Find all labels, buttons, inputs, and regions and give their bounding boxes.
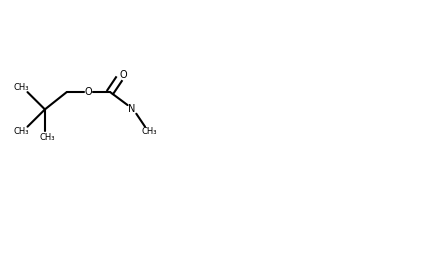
Text: O: O <box>85 87 92 97</box>
Text: CH₃: CH₃ <box>13 83 29 92</box>
Text: O: O <box>120 70 127 80</box>
Text: CH₃: CH₃ <box>13 127 29 135</box>
Text: CH₃: CH₃ <box>141 127 157 135</box>
Text: N: N <box>128 104 136 114</box>
Text: CH₃: CH₃ <box>39 133 55 142</box>
